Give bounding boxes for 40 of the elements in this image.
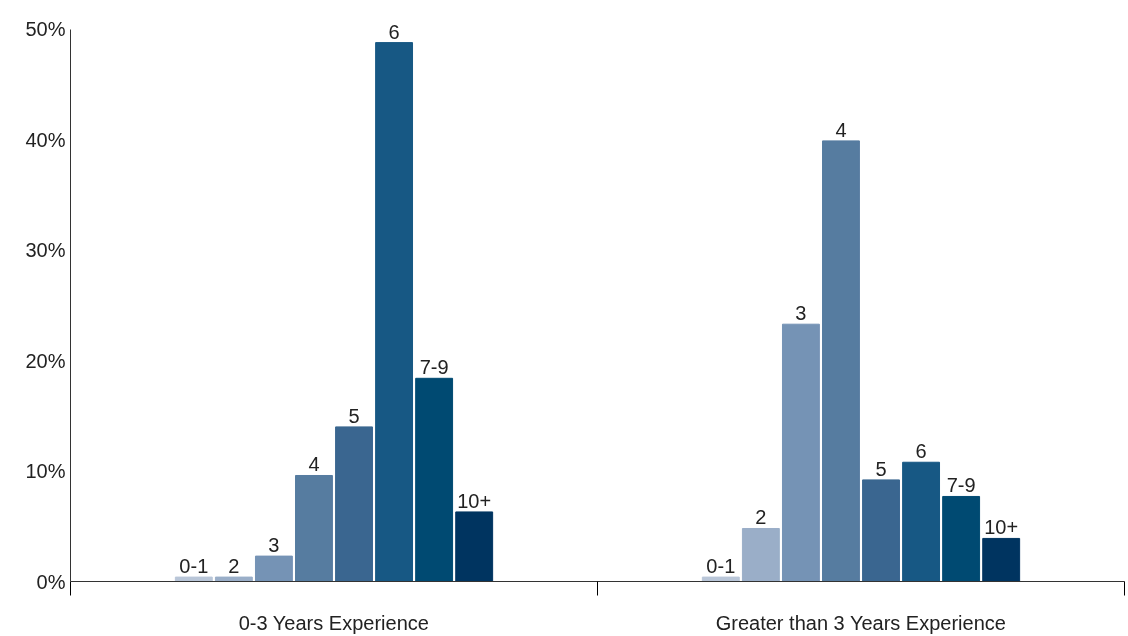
- text: 7-9: [946, 474, 976, 497]
- series-label: 0-1: [179, 555, 209, 578]
- text: 4: [835, 118, 847, 141]
- series-label: 4: [308, 453, 320, 476]
- bar: [455, 511, 494, 582]
- series-label: 3: [268, 534, 280, 557]
- bar: [822, 140, 860, 582]
- series-label: 5: [348, 404, 360, 427]
- y-tick-label: 30%: [25, 239, 66, 262]
- text: 6: [915, 440, 927, 463]
- bar: [982, 537, 1021, 582]
- bar: [701, 576, 740, 582]
- bar: [174, 576, 213, 582]
- bar: [942, 495, 981, 582]
- bar: [862, 479, 900, 582]
- bar: [415, 377, 454, 582]
- bar: [254, 555, 293, 582]
- y-tick-label: 0%: [36, 570, 66, 593]
- bar: [295, 474, 333, 582]
- bar: [902, 461, 941, 582]
- y-tick-label: 40%: [25, 128, 66, 151]
- y-tick-label: 20%: [25, 349, 66, 372]
- series-label: 2: [228, 555, 240, 578]
- x-tick-label: Greater than 3 Years Experience: [715, 611, 1006, 634]
- text: 3: [795, 302, 807, 325]
- y-tick-label: 10%: [25, 460, 66, 483]
- series-label: 6: [388, 20, 400, 43]
- text: 0-1: [706, 555, 736, 578]
- bar: [214, 576, 253, 582]
- text: 5: [875, 457, 887, 480]
- bar: [335, 426, 373, 582]
- bar: [781, 323, 820, 582]
- bar: [375, 42, 414, 582]
- series-label: 10+: [457, 489, 492, 512]
- text: 2: [755, 506, 767, 529]
- y-tick-label: 50%: [25, 18, 66, 41]
- x-tick-label: 0-3 Years Experience: [238, 611, 429, 634]
- bar: [741, 527, 780, 582]
- text: 10+: [984, 516, 1019, 539]
- series-label: 7-9: [419, 356, 449, 379]
